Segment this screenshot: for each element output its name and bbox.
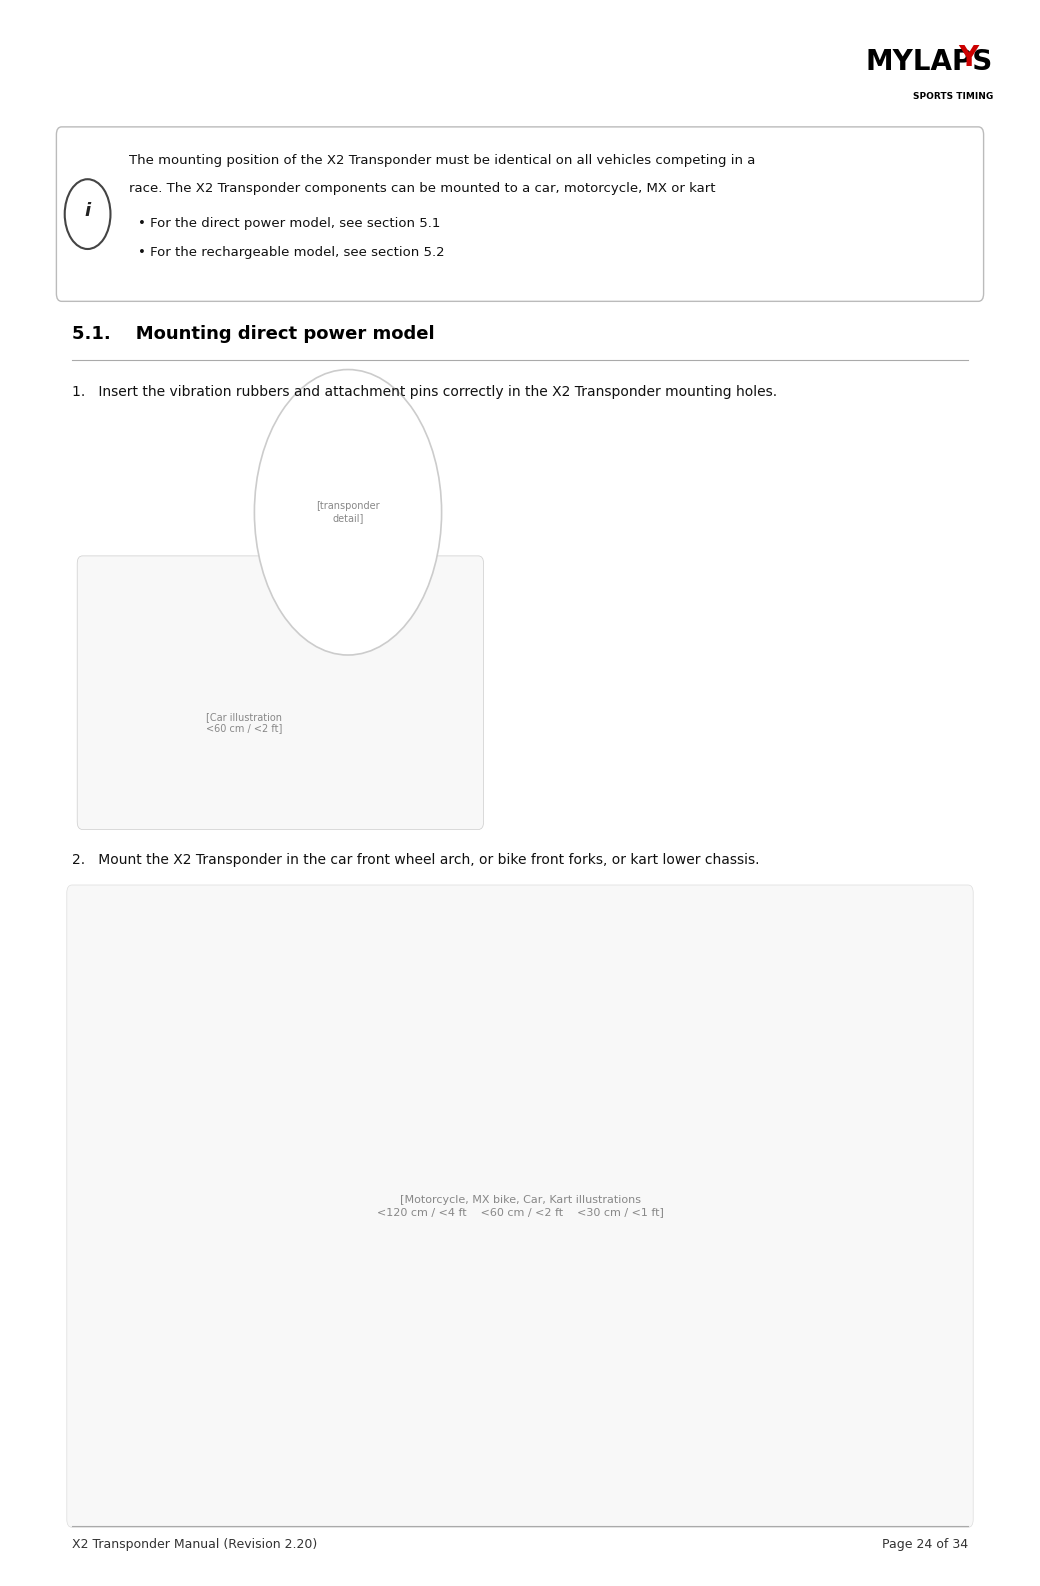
Text: X2 Transponder Manual (Revision 2.20): X2 Transponder Manual (Revision 2.20) [72,1538,317,1551]
FancyBboxPatch shape [77,557,484,829]
Text: 5.1.    Mounting direct power model: 5.1. Mounting direct power model [72,325,435,343]
Text: The mounting position of the X2 Transponder must be identical on all vehicles co: The mounting position of the X2 Transpon… [129,154,756,167]
Text: [Car illustration
<60 cm / <2 ft]: [Car illustration <60 cm / <2 ft] [206,712,282,733]
Text: [Motorcycle, MX bike, Car, Kart illustrations
<120 cm / <4 ft    <60 cm / <2 ft : [Motorcycle, MX bike, Car, Kart illustra… [376,1196,664,1216]
FancyBboxPatch shape [56,127,984,301]
Text: 1.   Insert the vibration rubbers and attachment pins correctly in the X2 Transp: 1. Insert the vibration rubbers and atta… [72,385,777,400]
Text: MYLAPS: MYLAPS [866,48,993,76]
Text: • For the rechargeable model, see section 5.2: • For the rechargeable model, see sectio… [137,246,444,259]
FancyBboxPatch shape [67,885,973,1527]
Text: i: i [84,201,90,220]
Text: [transponder
detail]: [transponder detail] [316,501,380,523]
Text: Page 24 of 34: Page 24 of 34 [882,1538,968,1551]
Circle shape [64,179,110,249]
Text: • For the direct power model, see section 5.1: • For the direct power model, see sectio… [137,217,440,230]
Text: SPORTS TIMING: SPORTS TIMING [913,92,993,102]
Text: Y: Y [958,44,978,73]
Circle shape [255,370,442,655]
Text: race. The X2 Transponder components can be mounted to a car, motorcycle, MX or k: race. The X2 Transponder components can … [129,182,716,195]
Text: 2.   Mount the X2 Transponder in the car front wheel arch, or bike front forks, : 2. Mount the X2 Transponder in the car f… [72,853,759,868]
